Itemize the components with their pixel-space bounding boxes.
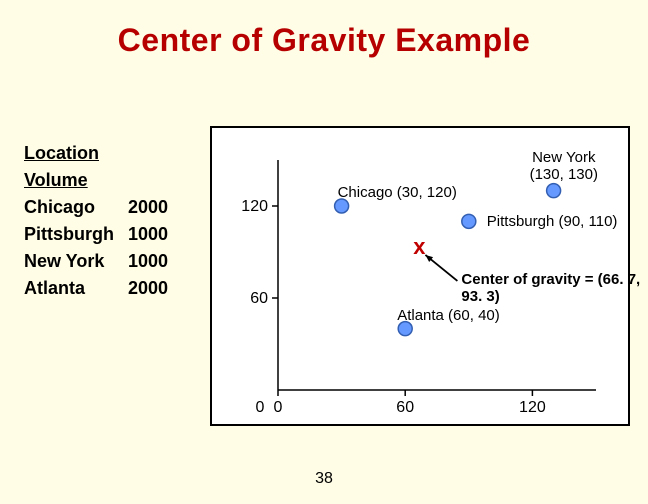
col-header-location: Location [24, 140, 176, 167]
x-tick-label: 60 [396, 399, 414, 416]
location-volume-table: Location Volume Chicago 2000 Pittsburgh … [24, 140, 176, 302]
cog-label: Center of gravity = (66. 7,93. 3) [461, 271, 641, 305]
cell-location: Chicago [24, 194, 128, 221]
col-header-volume: Volume [24, 167, 176, 194]
point-label: New York(130, 130) [530, 149, 598, 183]
origin-label: 0 [256, 399, 265, 416]
cell-location: Pittsburgh [24, 221, 128, 248]
table-row: Pittsburgh 1000 [24, 221, 176, 248]
cell-location: New York [24, 248, 128, 275]
cell-volume: 2000 [128, 275, 176, 302]
data-point [547, 184, 561, 198]
data-point [462, 214, 476, 228]
cog-marker: x [413, 234, 426, 259]
data-point [398, 322, 412, 336]
cell-location: Atlanta [24, 275, 128, 302]
y-tick-label: 60 [250, 290, 268, 307]
cell-volume: 1000 [128, 248, 176, 275]
y-tick-label: 120 [241, 198, 268, 215]
table-row: New York 1000 [24, 248, 176, 275]
page-title: Center of Gravity Example [0, 0, 648, 59]
cell-volume: 2000 [128, 194, 176, 221]
table-row: Atlanta 2000 [24, 275, 176, 302]
x-tick-label: 120 [519, 399, 546, 416]
cell-volume: 1000 [128, 221, 176, 248]
table-row: Chicago 2000 [24, 194, 176, 221]
point-label: Chicago (30, 120) [338, 184, 457, 201]
x-tick-label: 0 [274, 399, 283, 416]
point-label: Atlanta (60, 40) [397, 307, 500, 324]
page-number: 38 [0, 470, 648, 488]
scatter-chart: 0 60 120 60 120 0 x Chicago (30, 120) New York(1… [210, 126, 630, 426]
data-point [335, 199, 349, 213]
point-label: Pittsburgh (90, 110) [487, 213, 618, 230]
